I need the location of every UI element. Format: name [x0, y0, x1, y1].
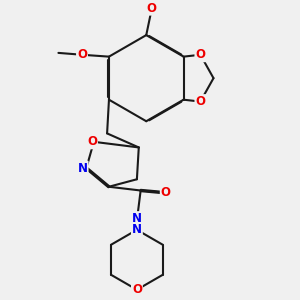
Text: N: N: [132, 212, 142, 225]
Text: O: O: [147, 2, 157, 15]
Text: O: O: [195, 48, 206, 61]
Text: O: O: [161, 186, 171, 199]
Text: O: O: [87, 135, 97, 148]
Text: O: O: [132, 283, 142, 296]
Text: O: O: [77, 48, 87, 61]
Text: N: N: [132, 223, 142, 236]
Text: N: N: [78, 161, 88, 175]
Text: O: O: [195, 95, 206, 108]
